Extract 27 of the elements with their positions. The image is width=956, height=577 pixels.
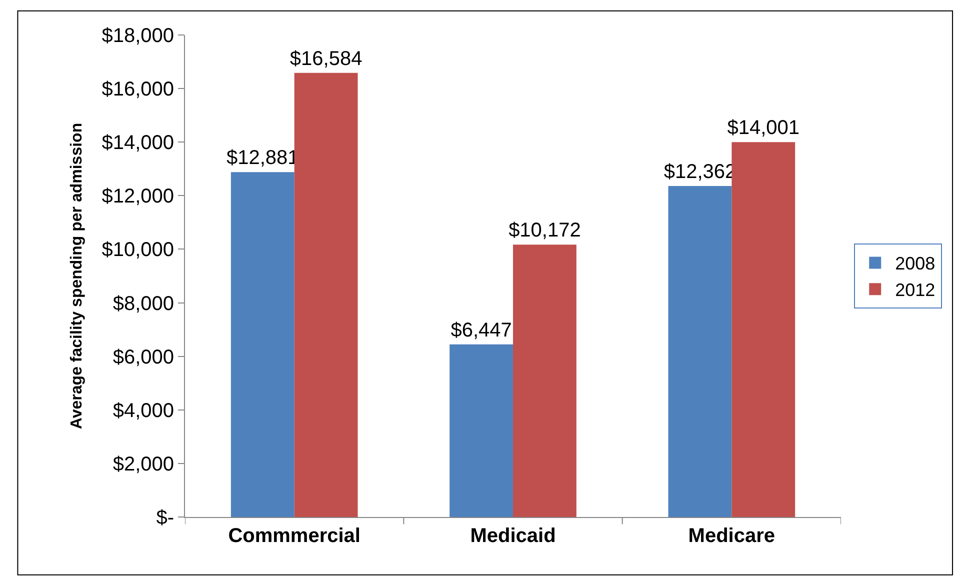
y-tick-label: $14,000 [102, 132, 174, 154]
legend-label: 2012 [895, 280, 936, 300]
bar [668, 186, 732, 517]
y-tick-label: $6,000 [112, 346, 174, 368]
data-label: $16,584 [290, 48, 362, 70]
data-label: $10,172 [508, 220, 581, 242]
y-tick-label: $18,000 [102, 25, 174, 47]
x-tick-label: Commmercial [228, 525, 360, 547]
y-tick-label: $16,000 [102, 78, 174, 101]
bar [230, 172, 294, 517]
x-tick-label: Medicare [688, 525, 776, 547]
y-tick-label: $4,000 [112, 400, 174, 422]
y-tick-label: $10,000 [102, 239, 174, 262]
bar [732, 142, 796, 517]
y-tick-label: $- [156, 507, 174, 529]
y-tick-label: $2,000 [112, 453, 174, 476]
bar [294, 72, 358, 517]
data-label: $6,447 [450, 319, 512, 342]
y-tick-label: $12,000 [102, 186, 174, 208]
data-label: $12,881 [226, 147, 299, 170]
y-axis-title: Average facility spending per admission [68, 122, 86, 430]
data-label: $14,001 [727, 117, 800, 140]
legend-label: 2008 [895, 254, 936, 274]
x-tick-label: Medicaid [470, 525, 556, 547]
bar [513, 244, 576, 517]
bar [450, 344, 513, 517]
y-tick-label: $8,000 [112, 292, 174, 315]
